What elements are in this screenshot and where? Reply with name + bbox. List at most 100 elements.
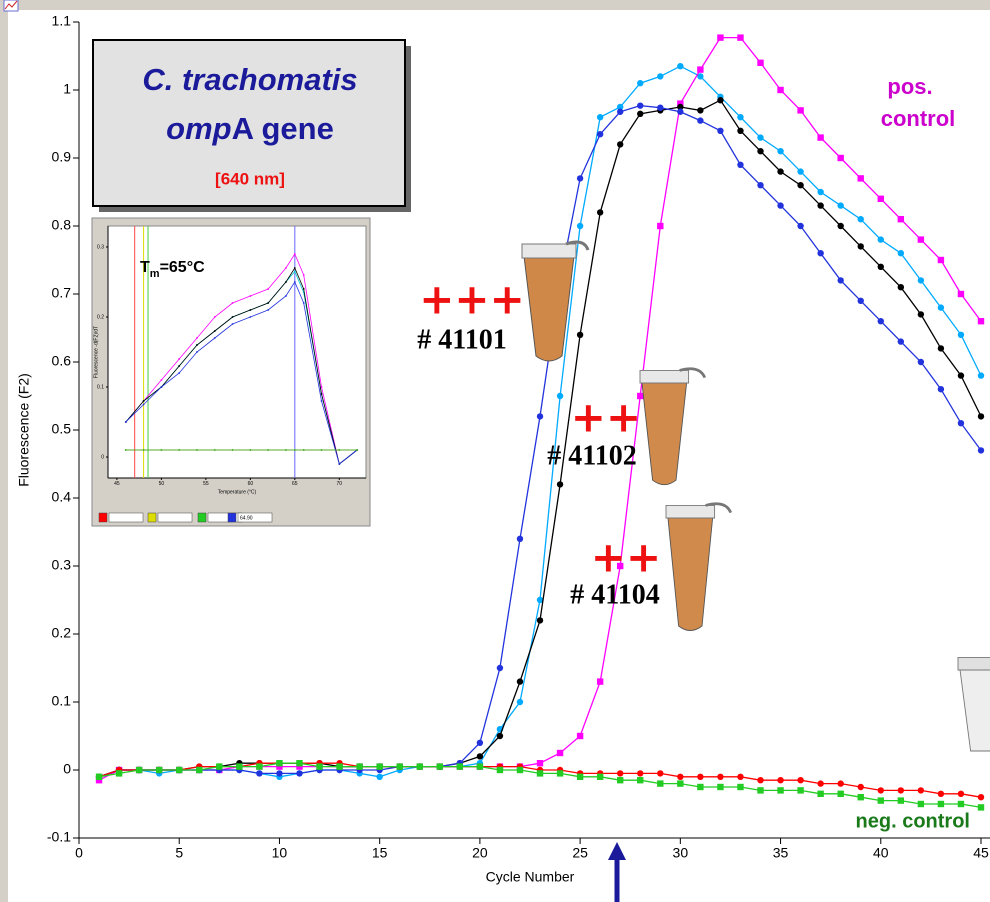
data-point [597, 678, 603, 684]
data-point [294, 253, 296, 255]
y-tick-label: 0.7 [52, 285, 72, 301]
data-point [537, 617, 543, 623]
data-point [214, 330, 216, 332]
annotation: control [881, 106, 956, 131]
x-tick-label: 30 [673, 845, 689, 861]
data-point [294, 267, 296, 269]
data-point [858, 794, 864, 800]
data-point [232, 302, 234, 304]
data-point [338, 463, 340, 465]
x-tick-label: 15 [372, 845, 388, 861]
data-point [497, 665, 503, 671]
data-point [597, 209, 603, 215]
data-point [817, 780, 823, 786]
data-point [777, 202, 783, 208]
data-point [236, 763, 242, 769]
legend-swatch [99, 513, 107, 522]
data-point [938, 791, 944, 797]
data-point [397, 763, 403, 769]
data-point [537, 413, 543, 419]
data-point [577, 733, 583, 739]
data-point [717, 97, 723, 103]
data-point [737, 34, 743, 40]
data-point [557, 481, 563, 487]
data-point [637, 102, 643, 108]
data-point [837, 780, 843, 786]
data-point [296, 760, 302, 766]
data-point [249, 449, 251, 451]
data-point [938, 386, 944, 392]
data-point [497, 733, 503, 739]
data-point [116, 770, 122, 776]
x-axis-label: Cycle Number [486, 869, 575, 885]
data-point [196, 344, 198, 346]
data-point [356, 449, 358, 451]
data-point [978, 372, 984, 378]
data-point [637, 80, 643, 86]
data-point [294, 449, 296, 451]
title-italic: omp [166, 111, 231, 146]
tm-base: T [140, 259, 150, 276]
annotation: pos. [887, 74, 932, 99]
data-point [837, 791, 843, 797]
data-point [178, 372, 180, 374]
data-point [336, 763, 342, 769]
data-point [637, 770, 643, 776]
data-point [697, 774, 703, 780]
x-tick-label: 50 [159, 481, 165, 487]
data-point [617, 109, 623, 115]
data-point [817, 250, 823, 256]
data-point [338, 449, 340, 451]
data-point [637, 777, 643, 783]
data-point [777, 148, 783, 154]
data-point [938, 304, 944, 310]
tm-rest: =65°C [160, 259, 206, 276]
data-point [249, 316, 251, 318]
annotation: neg. control [856, 810, 970, 832]
data-point [878, 264, 884, 270]
data-point [160, 379, 162, 381]
data-point [978, 447, 984, 453]
data-point [777, 787, 783, 793]
legend-swatch [228, 513, 236, 522]
data-point [858, 784, 864, 790]
data-point [216, 763, 222, 769]
legend-field [208, 513, 242, 522]
data-point [797, 107, 803, 113]
data-point [837, 277, 843, 283]
data-point [878, 797, 884, 803]
data-point [477, 763, 483, 769]
data-point [214, 316, 216, 318]
data-point [837, 202, 843, 208]
data-point [797, 168, 803, 174]
data-point [517, 678, 523, 684]
data-point [597, 131, 603, 137]
data-point [817, 134, 823, 140]
data-point [657, 104, 663, 110]
x-tick-label: 35 [773, 845, 789, 861]
title-line: ompA gene [166, 111, 334, 146]
data-point [294, 281, 296, 283]
y-tick-label: -0.1 [47, 829, 71, 845]
data-point [321, 386, 323, 388]
data-point [978, 413, 984, 419]
data-point [898, 338, 904, 344]
data-point [637, 111, 643, 117]
data-point [457, 763, 463, 769]
data-point [858, 298, 864, 304]
x-tick-label: 70 [337, 481, 343, 487]
data-point [178, 358, 180, 360]
data-point [757, 60, 763, 66]
data-point [143, 449, 145, 451]
data-point [196, 767, 202, 773]
data-point [677, 63, 683, 69]
data-point [677, 109, 683, 115]
data-point [316, 763, 322, 769]
data-point [143, 404, 145, 406]
data-point [777, 168, 783, 174]
data-point [617, 770, 623, 776]
data-point [477, 753, 483, 759]
data-point [617, 777, 623, 783]
data-point [537, 760, 543, 766]
data-point [717, 128, 723, 134]
